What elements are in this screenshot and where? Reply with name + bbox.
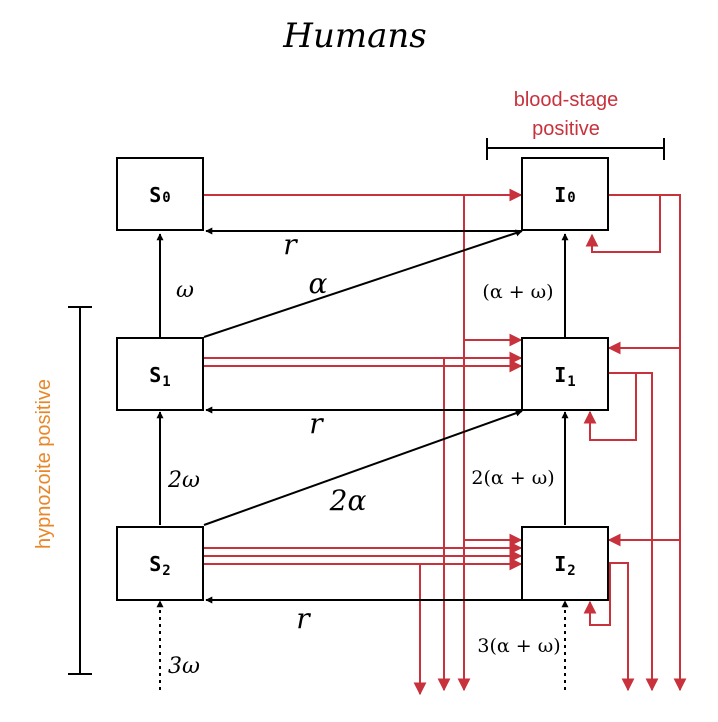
blood-stage-label-line2: positive	[532, 118, 600, 140]
black-arrows	[156, 227, 569, 690]
svg-text:S2: S2	[149, 552, 170, 579]
rate-three-alpha-omega: 3(α + ω)	[477, 635, 560, 657]
blood-stage-label-line1: blood-stage	[514, 89, 619, 111]
rate-alpha-omega: (α + ω)	[482, 281, 553, 303]
rate-omega: ω	[176, 278, 194, 303]
box-s2: S2	[116, 526, 204, 601]
rate-two-omega: 2ω	[167, 468, 200, 493]
rate-r-top: r	[283, 228, 298, 261]
box-s0: S0	[116, 157, 204, 231]
rate-r-mid: r	[309, 407, 324, 440]
rate-r-bot: r	[296, 602, 311, 635]
rate-alpha: α	[309, 267, 328, 300]
rate-three-omega: 3ω	[168, 654, 200, 679]
hypnozoite-bracket	[68, 306, 92, 675]
svg-text:S1: S1	[149, 363, 170, 390]
svg-text:S0: S0	[149, 183, 170, 207]
diagram-title: Humans	[282, 16, 426, 56]
rate-two-alpha-omega: 2(α + ω)	[471, 467, 554, 489]
hypnozoite-label: hypnozoite positive	[33, 379, 55, 549]
box-s1: S1	[116, 337, 204, 411]
svg-text:I0: I0	[554, 183, 575, 207]
box-i1: I1	[521, 337, 609, 411]
box-i2: I2	[521, 526, 609, 601]
red-arrows	[204, 188, 687, 696]
svg-text:I2: I2	[554, 552, 575, 579]
blood-stage-bracket	[486, 138, 665, 160]
box-i0: I0	[521, 157, 609, 231]
rate-two-alpha: 2α	[329, 484, 367, 517]
svg-text:I1: I1	[554, 363, 575, 390]
